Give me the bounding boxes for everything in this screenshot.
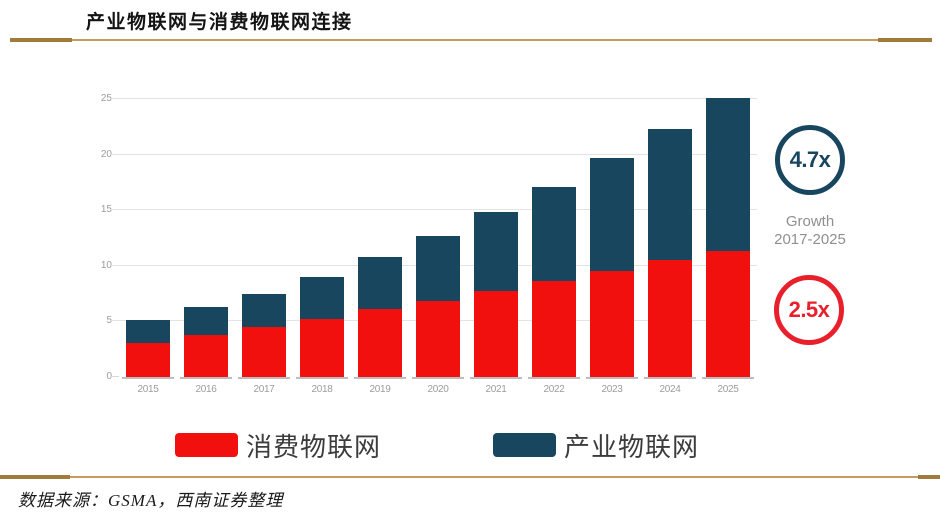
bar-2021 <box>474 212 518 377</box>
y-tick-label-0: 0 <box>106 371 112 382</box>
y-axis: 0 5 10 15 20 25 <box>84 93 112 382</box>
consumer-growth-badge: 2.5x <box>774 275 844 345</box>
x-tick-label-2017: 2017 <box>253 384 275 395</box>
industrial-segment-2016 <box>184 306 228 335</box>
industrial-segment-2015 <box>126 320 170 343</box>
consumer-segment-2017 <box>242 326 286 377</box>
consumer-segment-2023 <box>590 271 634 377</box>
x-tick-label-2018: 2018 <box>311 384 333 395</box>
x-tick-label-2025: 2025 <box>717 384 739 395</box>
y-tick-label-5: 5 <box>106 315 112 327</box>
consumer-segment-2019 <box>358 309 402 377</box>
bar-2016 <box>184 306 228 377</box>
baseline-tick-2018 <box>296 377 348 379</box>
industrial-segment-2021 <box>474 212 518 292</box>
bottom-divider-right-cap <box>918 475 940 479</box>
y-tick-label-20: 20 <box>100 148 112 160</box>
x-tick-label-2024: 2024 <box>659 384 681 395</box>
top-divider-right-cap <box>878 38 932 42</box>
baseline-tick-2022 <box>528 377 580 379</box>
industrial-segment-2017 <box>242 293 286 327</box>
bar-2019 <box>358 256 402 377</box>
x-tick-label-2016: 2016 <box>195 384 217 395</box>
consumer-segment-2021 <box>474 291 518 377</box>
bottom-divider-line <box>0 475 940 479</box>
industrial-segment-2020 <box>416 235 460 302</box>
industrial-segment-2025 <box>706 97 750 252</box>
consumer-segment-2024 <box>648 260 692 377</box>
y-tick-label-15: 15 <box>100 204 112 216</box>
data-source-note: 数据来源：GSMA，西南证券整理 <box>18 491 284 510</box>
y-tick-label-10: 10 <box>100 259 112 271</box>
gridline-25 <box>111 98 757 99</box>
growth-period-label: Growth 2017-2025 <box>755 213 865 249</box>
bar-2017 <box>242 293 286 377</box>
x-tick-label-2021: 2021 <box>485 384 507 395</box>
gridline-15 <box>111 209 757 211</box>
bar-2022 <box>532 186 576 377</box>
industrial-segment-2024 <box>648 129 692 261</box>
bar-2023 <box>590 157 634 377</box>
consumer-segment-2015 <box>126 342 170 377</box>
gridline-20 <box>111 153 757 155</box>
consumer-segment-2020 <box>416 301 460 377</box>
industrial-growth-badge: 4.7x <box>775 125 845 195</box>
industrial-segment-2022 <box>532 186 576 282</box>
consumer-legend-label: 消费物联网 <box>246 431 382 462</box>
consumer-segment-2018 <box>300 319 344 377</box>
industrial-legend-label: 产业物联网 <box>564 431 700 462</box>
consumer-segment-2016 <box>184 334 228 377</box>
top-divider-left-cap <box>10 38 72 42</box>
chart-title: 产业物联网与消费物联网连接 <box>86 12 353 33</box>
bar-2018 <box>300 276 344 377</box>
baseline-tick-2023 <box>586 377 638 379</box>
legend-item-industrial: 产业物联网 <box>493 430 699 462</box>
top-divider-line <box>10 38 932 42</box>
x-tick-label-2015: 2015 <box>137 384 159 395</box>
industrial-growth-value: 4.7x <box>789 147 831 172</box>
baseline-tick-2024 <box>644 377 696 379</box>
x-tick-label-2022: 2022 <box>543 384 565 395</box>
baseline-tick-2015 <box>122 377 174 379</box>
baseline-tick-2017 <box>238 377 290 379</box>
x-axis: 2015 2016 2017 2018 2019 2020 2021 2022 2023 2024… <box>119 384 757 398</box>
growth-period: 2017-2025 <box>774 231 846 248</box>
industrial-color-swatch <box>493 433 556 457</box>
industrial-segment-2018 <box>300 276 344 320</box>
bar-2024 <box>648 129 692 377</box>
stacked-bar-plot-area <box>111 97 757 379</box>
industrial-segment-2023 <box>590 157 634 272</box>
consumer-segment-2022 <box>532 281 576 377</box>
x-tick-label-2019: 2019 <box>369 384 391 395</box>
legend-item-consumer: 消费物联网 <box>175 430 381 462</box>
consumer-growth-value: 2.5x <box>788 297 830 322</box>
baseline-tick-2021 <box>470 377 522 379</box>
y-tick-label-25: 25 <box>100 93 112 104</box>
bar-2020 <box>416 235 460 377</box>
zero-tick-dash <box>111 376 119 377</box>
x-tick-label-2020: 2020 <box>427 384 449 395</box>
baseline-tick-2020 <box>412 377 464 379</box>
consumer-color-swatch <box>175 433 238 457</box>
bar-2025 <box>706 97 750 377</box>
baseline-tick-2025 <box>702 377 754 379</box>
baseline-tick-2019 <box>354 377 406 379</box>
bottom-divider-left-cap <box>0 475 70 479</box>
baseline-tick-2016 <box>180 377 232 379</box>
consumer-segment-2025 <box>706 251 750 377</box>
bar-2015 <box>126 320 170 377</box>
growth-word: Growth <box>785 213 835 230</box>
x-tick-label-2023: 2023 <box>601 384 623 395</box>
industrial-segment-2019 <box>358 256 402 310</box>
